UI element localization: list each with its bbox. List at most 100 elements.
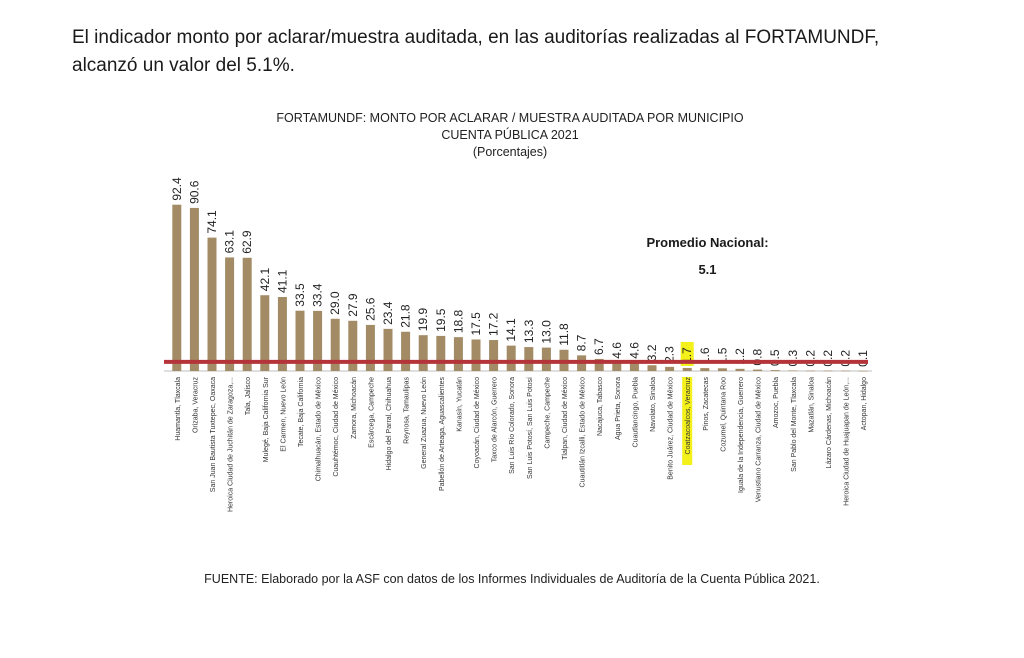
bar [788, 370, 798, 372]
value-label: 74.1 [205, 210, 219, 234]
tick-label: Coatzacoalcos, Veracruz [685, 377, 692, 455]
bar [295, 310, 305, 371]
value-label: 6.7 [592, 338, 606, 355]
bar [330, 318, 340, 371]
value-label: 27.9 [346, 293, 360, 317]
value-label: 14.1 [504, 318, 518, 342]
value-label: 2.3 [663, 346, 677, 363]
bar [506, 345, 516, 371]
bar [277, 297, 287, 371]
tick-label: Venustiano Carranza, Ciudad de México [756, 377, 763, 502]
tick-label: Coyoacán, Ciudad de México [474, 377, 481, 469]
tick-label: Cuauhtémoc, Ciudad de México [333, 377, 340, 477]
bar [436, 335, 446, 371]
tick-label: Zamora, Michoacán [351, 377, 358, 439]
bar [383, 328, 393, 371]
tick-label: San Luis Río Colorado, Sonora [509, 377, 516, 474]
reference-value: 5.1 [698, 262, 717, 277]
tick-label: Mazatlán, Sinaloa [808, 377, 815, 433]
value-label: 33.4 [311, 283, 325, 307]
bar [682, 367, 692, 371]
bar [207, 237, 217, 371]
value-label: 29.0 [328, 291, 342, 315]
bar [735, 368, 745, 371]
bar [541, 347, 551, 371]
value-label: 62.9 [240, 230, 254, 254]
tick-label: Cuautitlán Izcalli, Estado de México [580, 377, 587, 488]
value-label: 41.1 [275, 269, 289, 293]
tick-label: Taxco de Alarcón, Guerrero [492, 377, 499, 462]
bar [823, 370, 833, 372]
tick-label: Benito Juárez, Ciudad de México [668, 377, 675, 480]
value-label: 92.4 [170, 177, 184, 201]
tick-label: Heroica Ciudad de Huajuapan de León,... [844, 377, 851, 506]
tick-label: Huamantla, Tlaxcala [175, 377, 182, 441]
tick-label: Mulegé, Baja California Sur [263, 376, 270, 462]
bar [189, 207, 199, 371]
bar [858, 370, 868, 372]
bar [770, 370, 780, 371]
tick-label: Agua Prieta, Sonora [615, 377, 622, 440]
bar [453, 337, 463, 371]
tick-label: Nacajuca, Tabasco [597, 377, 604, 436]
bar [524, 347, 534, 371]
chart-unit-label: (Porcentajes) [472, 145, 548, 159]
tick-label: Tecate, Baja California [298, 377, 305, 447]
chart-title: FORTAMUNDF: MONTO POR ACLARAR / MUESTRA … [276, 111, 744, 125]
value-label: 25.6 [363, 297, 377, 321]
value-label: 4.6 [627, 342, 641, 359]
tick-label: Hidalgo del Parral, Chihuahua [386, 377, 393, 470]
bar [805, 370, 815, 372]
tick-label: Cozumel, Quintana Roo [720, 377, 727, 452]
value-label: 0.1 [856, 350, 870, 367]
value-label: 4.6 [610, 342, 624, 359]
bar [172, 204, 182, 371]
chart-subtitle: CUENTA PÚBLICA 2021 [441, 128, 579, 142]
value-label: 21.8 [399, 304, 413, 328]
value-label: 11.8 [557, 323, 571, 346]
tick-label: Pabellón de Arteaga, Aguascalientes [439, 377, 446, 492]
value-label: 63.1 [223, 230, 237, 254]
tick-label: Amozoc, Puebla [773, 377, 780, 428]
bar [629, 362, 639, 371]
tick-label: Reynosa, Tamaulipas [404, 377, 411, 444]
value-label: 42.1 [258, 268, 272, 292]
tick-label: Pinos, Zacatecas [703, 377, 710, 431]
bar [260, 295, 270, 371]
tick-label-highlight [682, 377, 693, 465]
tick-label: Tala, Jalisco [245, 377, 252, 415]
value-label: 8.7 [575, 334, 589, 351]
bar [313, 310, 323, 371]
value-label: 0.2 [803, 350, 817, 367]
value-label: 0.3 [786, 349, 800, 366]
value-label: 90.6 [187, 180, 201, 204]
tick-label: Orizaba, Veracruz [192, 377, 199, 434]
value-label: 1.7 [680, 347, 694, 364]
value-label: 18.8 [451, 309, 465, 333]
value-label: 19.9 [416, 307, 430, 331]
tick-label: Chimalhuacán, Estado de México [316, 377, 323, 481]
intro-line-2: alcanzó un valor del 5.1%. [72, 55, 295, 76]
bar [753, 369, 763, 371]
value-label: 19.5 [434, 308, 448, 332]
bar [471, 339, 481, 371]
bar [841, 370, 851, 372]
reference-annotation: Promedio Nacional: 5.1 [620, 234, 795, 278]
tick-label: El Carmen, Nuevo León [280, 377, 287, 452]
tick-label: Actopan, Hidalgo [861, 377, 868, 430]
bar [225, 257, 235, 371]
bar [401, 331, 411, 371]
value-label: 0.2 [839, 350, 853, 367]
value-label: 0.2 [821, 350, 835, 367]
reference-label: Promedio Nacional: [646, 235, 769, 250]
bar [242, 257, 252, 371]
bar [594, 358, 604, 371]
bar [348, 320, 358, 371]
bar [700, 368, 710, 371]
value-label: 3.2 [645, 344, 659, 361]
tick-label: San Luis Potosí, San Luis Potosí [527, 377, 534, 479]
value-label: 33.5 [293, 283, 307, 307]
bar [612, 362, 622, 371]
tick-label: Kanasín, Yucatán [456, 377, 463, 432]
